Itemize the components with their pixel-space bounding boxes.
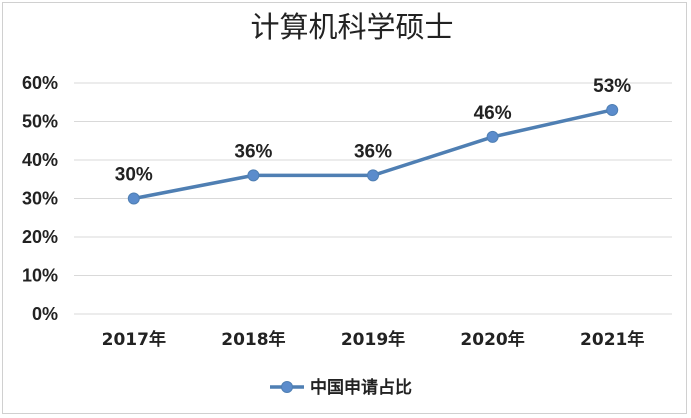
data-label: 46%: [474, 103, 512, 124]
data-point: [606, 103, 619, 116]
legend-label: 中国申请占比: [310, 377, 412, 398]
data-label: 30%: [115, 165, 153, 186]
x-tick-label: 2017年: [102, 329, 166, 350]
data-label: 36%: [354, 141, 392, 162]
legend-swatch-marker: [281, 381, 293, 393]
data-point: [486, 130, 499, 143]
x-axis-ticks: 2017年 2018年 2019年 2020年 2021年: [102, 329, 645, 350]
y-tick-label: 20%: [22, 227, 58, 247]
y-tick-label: 30%: [22, 189, 58, 209]
x-tick-label: 2020年: [460, 329, 524, 350]
x-tick-label: 2021年: [580, 329, 644, 350]
series-group: 30% 36% 36% 46% 53%: [115, 76, 631, 205]
legend: 中国申请占比: [270, 377, 412, 398]
chart-frame: [2, 2, 687, 414]
y-tick-label: 0%: [32, 304, 58, 324]
chart-title: 计算机科学硕士: [250, 10, 453, 44]
data-label: 36%: [234, 141, 272, 162]
y-tick-label: 50%: [22, 112, 58, 132]
data-point: [127, 192, 140, 205]
data-label: 53%: [593, 76, 631, 97]
x-tick-label: 2018年: [221, 329, 285, 350]
y-tick-label: 60%: [22, 73, 58, 93]
x-tick-label: 2019年: [341, 329, 405, 350]
y-tick-label: 10%: [22, 266, 58, 286]
grid: [74, 82, 672, 315]
data-point: [367, 169, 379, 182]
data-point: [247, 169, 260, 182]
y-tick-label: 40%: [22, 150, 58, 170]
y-axis-ticks: 0% 10% 20% 30% 40% 50% 60%: [22, 73, 58, 324]
